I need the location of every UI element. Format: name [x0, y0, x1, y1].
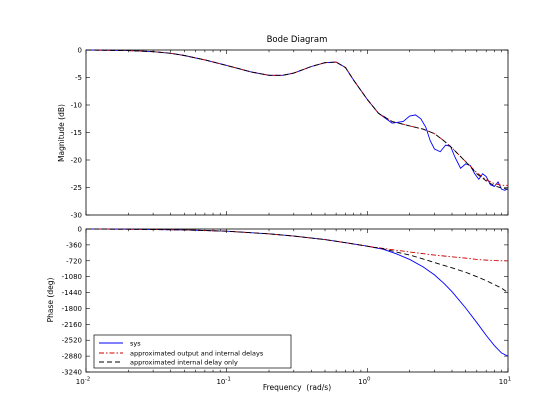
phase-ytick-label: -1440	[62, 289, 82, 297]
magnitude-ticks: 0 -5 -10 -15 -20 -25 -30	[71, 47, 509, 220]
magnitude-ytick-label: 0	[78, 47, 82, 55]
magnitude-ytick-label: -15	[71, 129, 82, 137]
phase-ytick-label: -2520	[62, 337, 82, 345]
phase-ylabel: Phase (deg)	[46, 278, 55, 323]
phase-ytick-label: 0	[78, 226, 82, 234]
magnitude-panel: 0 -5 -10 -15 -20 -25 -30 Magnitude (dB)	[57, 47, 509, 220]
phase-ytick-label: -720	[66, 257, 82, 265]
magnitude-ytick-label: -30	[71, 212, 82, 220]
phase-ytick-label: -1800	[62, 305, 82, 313]
magnitude-ytick-label: -20	[71, 157, 82, 165]
phase-ticks: 0 -360 -720 -1080 -1440 -1800 -2160 -2520 -2880 -…	[62, 226, 509, 377]
frequency-xlabel: Frequency (rad/s)	[263, 383, 331, 392]
magnitude-ytick-label: -10	[71, 102, 82, 110]
magnitude-lines	[85, 49, 509, 191]
phase-ytick-label: -360	[66, 241, 82, 249]
chart-title: Bode Diagram	[267, 35, 328, 45]
frequency-tick-labels: 10-2 10-1 100 101	[76, 377, 511, 387]
phase-ytick-label: -1080	[62, 273, 82, 281]
magnitude-axes-box	[85, 49, 509, 216]
legend-label-output-internal: approximated output and internal delays	[130, 350, 264, 358]
legend-label-sys: sys	[130, 340, 141, 348]
phase-lines	[85, 228, 509, 357]
phase-ytick-label: -3240	[62, 369, 82, 377]
magnitude-ytick-label: -5	[75, 74, 82, 82]
magnitude-ytick-label: -25	[71, 184, 82, 192]
legend-label-internal-only: approximated internal delay only	[130, 359, 238, 367]
magnitude-ylabel: Magnitude (dB)	[57, 104, 66, 162]
frequency-tick-label: 10-2	[76, 377, 90, 387]
magnitude-line-sys	[85, 49, 509, 191]
phase-panel: 0 -360 -720 -1080 -1440 -1800 -2160 -2520 -2880 -…	[46, 226, 509, 377]
magnitude-line-internal-only	[85, 49, 509, 190]
frequency-tick-label: 101	[499, 377, 511, 387]
phase-ytick-label: -2880	[62, 353, 82, 361]
frequency-tick-label: 100	[358, 377, 371, 387]
phase-line-internal-only	[85, 228, 509, 293]
legend-box	[93, 334, 292, 369]
legend: sys approximated output and internal del…	[93, 334, 292, 369]
frequency-tick-label: 10-1	[216, 377, 230, 387]
phase-ytick-label: -2160	[62, 321, 82, 329]
